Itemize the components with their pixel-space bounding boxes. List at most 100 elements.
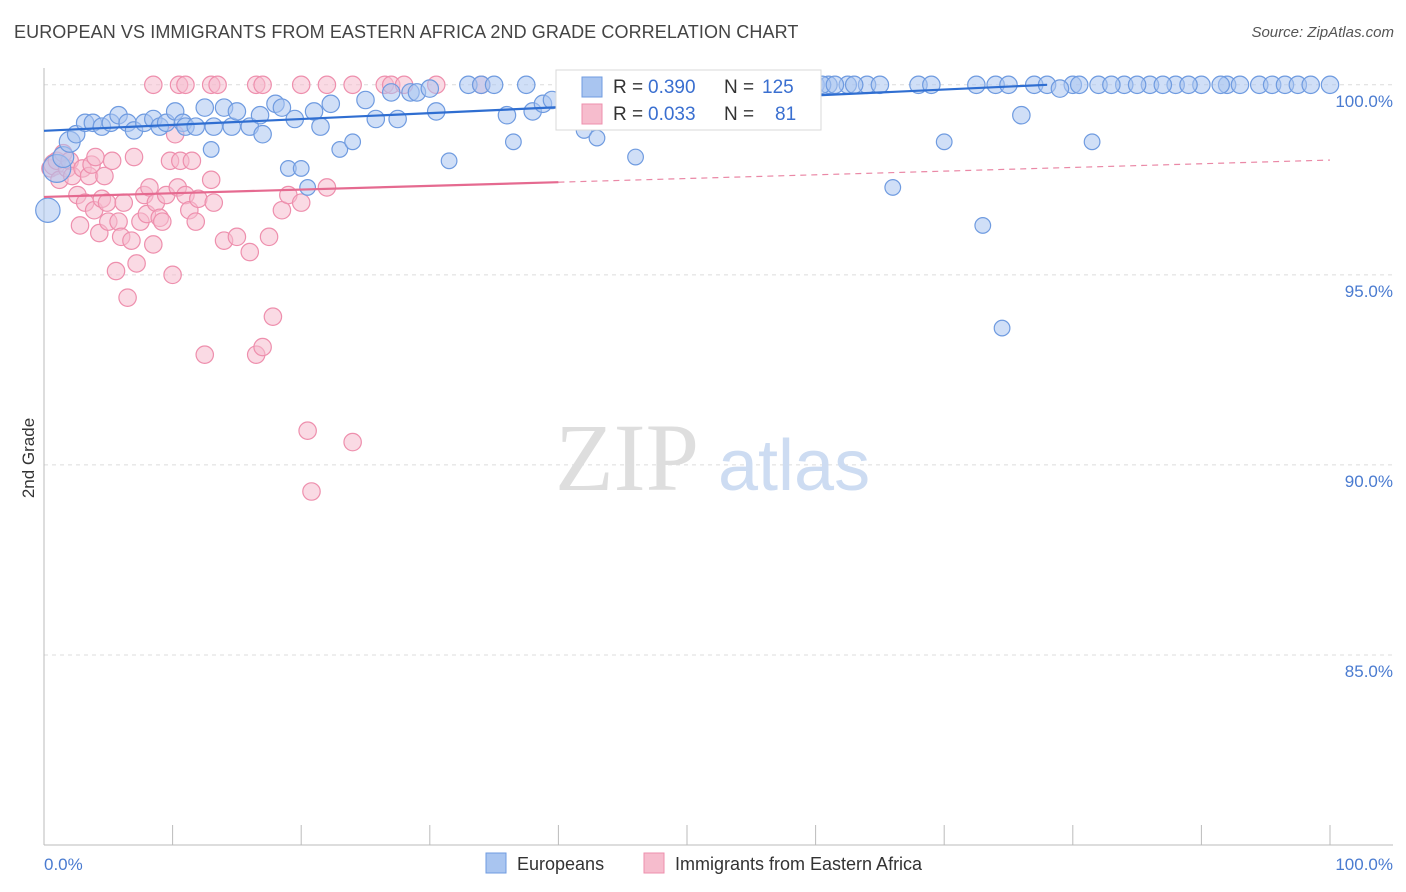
european-point-106 [1083, 133, 1101, 151]
european-point-21 [202, 140, 220, 158]
stats-n-value-europeans: 125 [762, 77, 794, 98]
immigrant-point-9 [70, 216, 90, 235]
european-point-51 [484, 75, 504, 95]
european-point-85 [884, 179, 902, 196]
immigrant-point-47 [186, 212, 206, 231]
immigrant-point-65 [343, 432, 362, 452]
immigrant-point-46 [182, 151, 202, 171]
immigrant-point-37 [153, 212, 172, 231]
immigrant-point-70 [208, 75, 227, 95]
immigrant-point-61 [291, 193, 311, 212]
immigrant-point-26 [118, 288, 137, 307]
european-point-103 [993, 319, 1011, 337]
y-tick-label-0: 100.0% [1335, 92, 1393, 111]
european-point-104 [1050, 79, 1070, 98]
legend-swatch-europeans [485, 852, 507, 874]
gridlines [44, 84, 1393, 656]
european-point-30 [272, 98, 292, 117]
european-point-33 [292, 160, 310, 177]
european-point-20 [195, 98, 215, 117]
immigrant-point-23 [109, 212, 128, 231]
european-point-36 [311, 117, 330, 136]
immigrant-point-53 [227, 227, 247, 247]
european-point-117 [1301, 75, 1321, 95]
stats-swatch-europeans [581, 76, 603, 98]
immigrant-point-25 [114, 193, 134, 212]
european-point-64 [627, 148, 644, 166]
stats-n-label-europeans: N = [724, 77, 754, 98]
immigrant-point-22 [106, 261, 126, 281]
immigrant-point-74 [317, 75, 337, 95]
chart-source: Source: ZipAtlas.com [1251, 24, 1394, 41]
legend-label-europeans: Europeans [517, 854, 604, 874]
european-point-84 [870, 75, 890, 95]
legend-label-immigrants: Immigrants from Eastern Africa [675, 854, 923, 874]
immigrant-point-34 [144, 235, 163, 254]
european-point-40 [356, 90, 375, 110]
immigrant-point-75 [343, 75, 362, 95]
immigrant-point-54 [240, 242, 260, 262]
immigrant-point-73 [291, 75, 311, 95]
european-point-54 [516, 75, 536, 95]
immigrant-point-40 [163, 265, 182, 285]
chart-title: EUROPEAN VS IMMIGRANTS FROM EASTERN AFRI… [14, 22, 799, 42]
immigrant-point-72 [253, 75, 272, 95]
european-point-102 [974, 217, 992, 234]
european-point-43 [388, 109, 407, 129]
immigrant-point-51 [204, 193, 224, 212]
trend-line-europeans [43, 83, 1048, 132]
european-point-53 [504, 133, 522, 151]
european-point-47 [426, 102, 446, 121]
stats-r-value-europeans: 0.390 [648, 77, 696, 98]
watermark-atlas: atlas [718, 426, 870, 506]
stats-r-label-europeans: R = [613, 77, 643, 98]
stats-r-value-immigrants: 0.033 [648, 104, 696, 125]
x-tick-label-min: 0.0% [44, 855, 83, 874]
european-point-105 [1069, 75, 1089, 95]
european-point-107 [1102, 75, 1121, 95]
european-point-120 [825, 75, 845, 95]
immigrant-point-62 [298, 421, 317, 440]
european-point-39 [344, 133, 362, 151]
european-point-121 [844, 75, 864, 95]
european-point-41 [366, 109, 386, 129]
stats-swatch-immigrants [581, 103, 603, 125]
y-tick-label-2: 90.0% [1345, 472, 1393, 491]
immigrant-point-64 [317, 178, 337, 197]
x-tick-label-max: 100.0% [1335, 855, 1393, 874]
series-legend: Europeans Immigrants from Eastern Africa [485, 852, 923, 874]
european-point-109 [1153, 75, 1173, 95]
immigrant-point-29 [127, 254, 146, 273]
trend-line-immigrants [43, 181, 559, 199]
immigrant-point-56 [253, 337, 272, 357]
y-tick-label-1: 95.0% [1345, 282, 1393, 301]
immigrant-point-68 [176, 75, 195, 95]
european-point-46 [420, 79, 440, 98]
european-point-0 [35, 197, 61, 224]
trend-lines [43, 83, 1331, 199]
european-point-38 [331, 140, 349, 158]
immigrant-point-28 [124, 147, 144, 167]
european-point-22 [204, 117, 224, 136]
immigrant-point-66 [144, 75, 163, 95]
european-point-27 [250, 105, 270, 125]
watermark-zip: ZIP [555, 404, 699, 511]
immigrant-point-21 [102, 151, 122, 171]
immigrant-point-57 [259, 227, 279, 247]
legend-swatch-immigrants [643, 852, 665, 874]
european-point-48 [440, 152, 458, 170]
immigrant-point-18 [95, 166, 114, 186]
immigrant-point-19 [97, 193, 117, 212]
trend-line-immigrants-extension [558, 159, 1331, 183]
european-point-37 [321, 94, 341, 114]
x-tick-labels: 0.0% 100.0% [44, 855, 1393, 874]
axes [43, 68, 1393, 846]
watermark: ZIP atlas [555, 404, 870, 511]
european-point-34 [299, 179, 317, 196]
stats-legend-box: R = 0.390 N = 125 R = 0.033 N = 81 [555, 69, 822, 131]
european-point-110 [1179, 75, 1198, 95]
european-point-88 [935, 133, 953, 151]
stats-r-label-immigrants: R = [613, 104, 643, 125]
european-point-111 [1211, 75, 1230, 95]
